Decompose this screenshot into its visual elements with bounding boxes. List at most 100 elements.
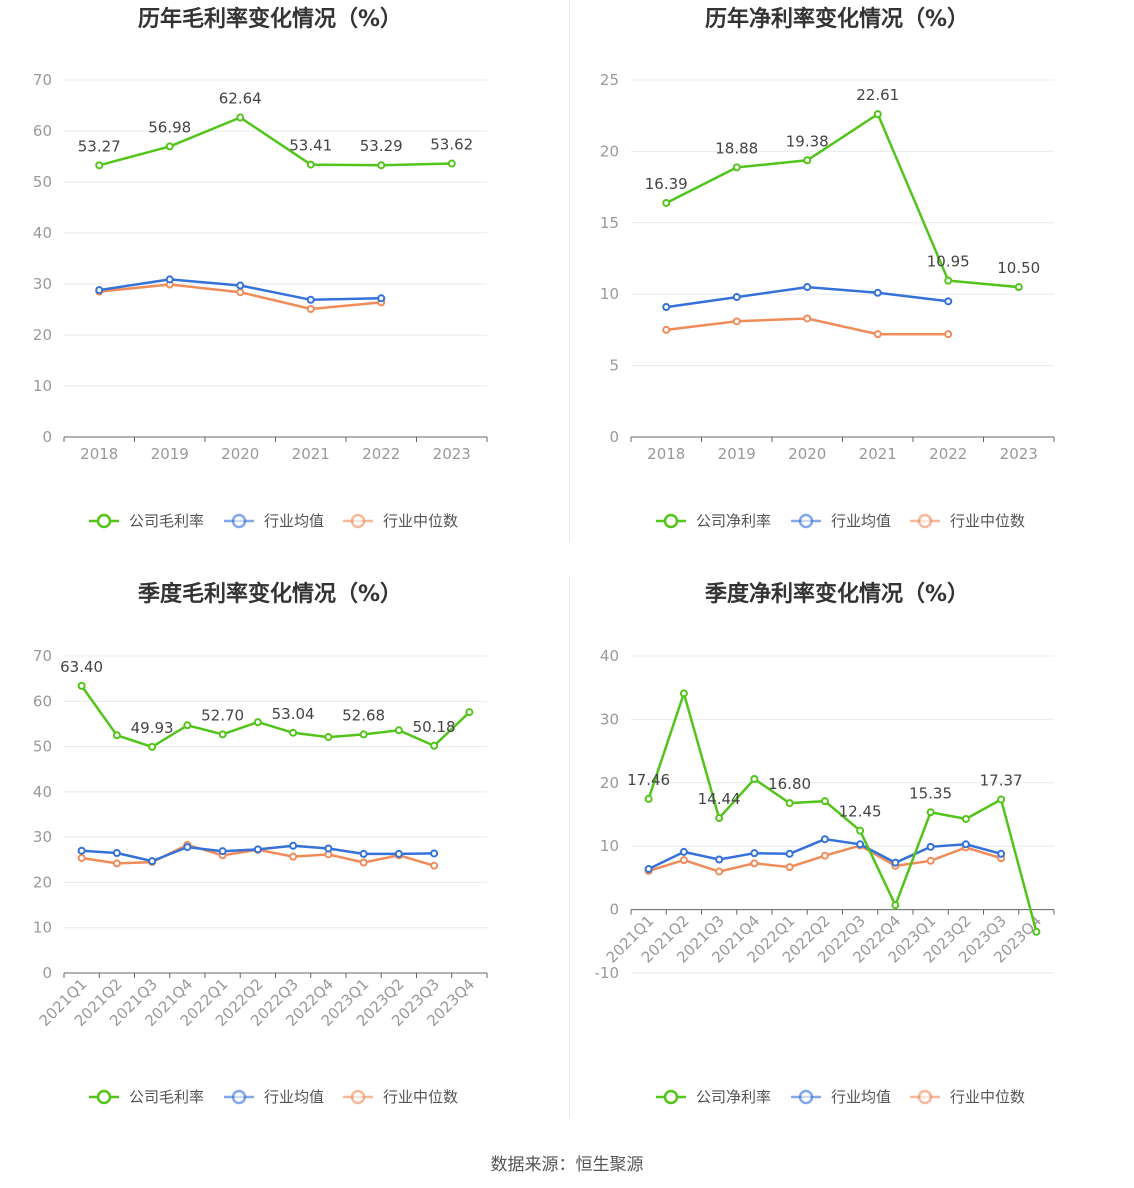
data-point-median [944,330,953,339]
data-point-median [306,304,315,313]
x-tick-label: 2020 [221,445,259,463]
legend-item-median[interactable]: 行业中位数 [343,1088,458,1106]
data-point-company [148,742,157,751]
data-point-avg [662,303,671,312]
data-label: 14.44 [698,790,741,808]
data-point-avg [377,294,386,303]
legend-item-avg[interactable]: 行业均值 [791,512,891,530]
data-label: 53.41 [289,137,332,155]
y-tick-label: 10 [33,919,52,937]
legend-item-median[interactable]: 行业中位数 [343,512,458,530]
chart-panel-quarterly-gross-margin: 季度毛利率变化情况（%） 0 10 20 30 40 50 60 70 2021Q1 2021Q2 2… [0,575,567,1150]
data-point-avg [856,840,865,849]
circle-line-icon [663,1089,679,1105]
series-line-company [665,112,1019,289]
y-tick-label: 5 [609,357,619,375]
y-tick-label: 20 [33,326,52,344]
data-point-company [750,774,759,783]
data-point-company [820,797,829,806]
legend-item-company[interactable]: 公司毛利率 [89,1088,204,1106]
y-tick-label: 0 [609,428,619,446]
data-point-company [662,198,671,207]
data-point-company [289,728,298,737]
data-point-company [926,808,935,817]
chart-title: 历年毛利率变化情况（%） [138,6,402,32]
legend-item-median[interactable]: 行业中位数 [910,1088,1025,1106]
legend-label: 行业中位数 [950,512,1025,530]
legend-item-company[interactable]: 公司净利率 [656,512,771,530]
data-point-median [289,852,298,861]
x-tick-label: 2022 [929,445,967,463]
legend-item-avg[interactable]: 行业均值 [791,1088,891,1106]
chart-panel-annual-net-margin: 历年净利率变化情况（%） 0 5 10 15 20 25 2018 2019 2020 2021 20… [567,0,1134,575]
chart-title: 季度净利率变化情况（%） [705,581,969,607]
data-point-company [891,901,900,910]
data-point-company [236,113,245,122]
circle-line-icon [350,513,366,529]
data-point-avg [112,848,121,857]
data-point-company [961,814,970,823]
circle-line-icon [231,1089,247,1105]
data-point-company [1032,927,1041,936]
data-point-median [662,325,671,334]
y-tick-label: 0 [42,964,52,982]
circle-line-icon [663,513,679,529]
data-point-avg [289,841,298,850]
y-tick-label: 10 [33,377,52,395]
data-label: 62.64 [219,90,262,108]
y-tick-label: 30 [600,710,619,728]
data-label: 17.37 [980,771,1023,789]
legend-item-median[interactable]: 行业中位数 [910,512,1025,530]
data-point-avg [394,849,403,858]
data-point-avg [306,295,315,304]
data-point-median [77,853,86,862]
data-point-company [715,814,724,823]
legend-item-avg[interactable]: 行业均值 [224,512,324,530]
data-label: 53.27 [78,137,121,155]
circle-line-icon [917,1089,933,1105]
data-point-median [926,856,935,865]
data-label: 49.93 [131,719,174,737]
y-tick-label: 30 [33,275,52,293]
data-point-median [112,859,121,868]
legend-item-company[interactable]: 公司毛利率 [89,512,204,530]
data-point-avg [430,849,439,858]
data-point-median [732,317,741,326]
data-point-avg [944,297,953,306]
data-label: 19.38 [786,132,829,150]
legend-label: 行业均值 [264,1088,324,1106]
data-point-avg [732,293,741,302]
data-point-median [679,856,688,865]
y-tick-label: 0 [42,428,52,446]
legend-label: 行业均值 [831,1088,891,1106]
data-point-company [306,160,315,169]
data-point-avg [218,847,227,856]
y-tick-label: 70 [33,71,52,89]
data-point-company [112,731,121,740]
data-point-avg [715,855,724,864]
x-tick-label: 2018 [80,445,118,463]
legend-label: 行业中位数 [383,512,458,530]
x-tick-label: 2023 [433,445,471,463]
chart-title: 季度毛利率变化情况（%） [138,581,402,607]
data-point-company [447,159,456,168]
data-label: 53.62 [430,136,473,154]
x-tick-label: 2023 [1000,445,1038,463]
data-point-median [803,314,812,323]
data-point-company [77,681,86,690]
data-point-median [236,288,245,297]
legend-item-avg[interactable]: 行业均值 [224,1088,324,1106]
y-tick-label: 30 [33,828,52,846]
data-point-avg [891,858,900,867]
legend-item-company[interactable]: 公司净利率 [656,1088,771,1106]
y-tick-label: 20 [33,873,52,891]
chart-svg: 历年毛利率变化情况（%） 0 10 20 30 40 50 60 70 2018 2019 2020 2… [33,6,488,530]
data-point-company [377,161,386,170]
data-label: 16.39 [645,175,688,193]
data-point-company [1014,283,1023,292]
data-point-median [820,851,829,860]
y-tick-label: 50 [33,173,52,191]
y-tick-label: 20 [600,142,619,160]
data-point-median [750,859,759,868]
chart-svg: 季度净利率变化情况（%）-100102030402021Q12021Q22021… [595,581,1055,1106]
